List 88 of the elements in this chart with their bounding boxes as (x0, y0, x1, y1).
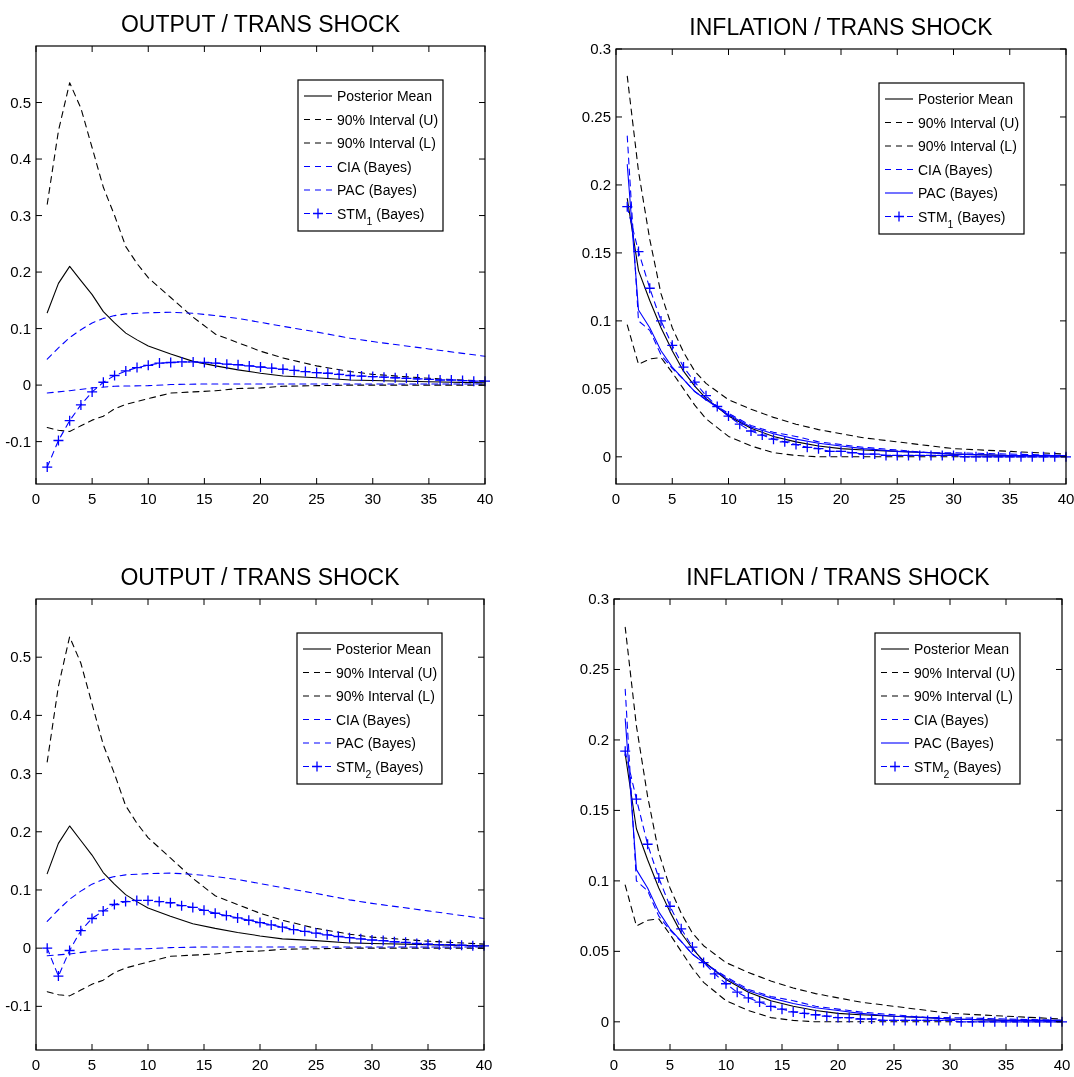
x-tick-label: 25 (885, 1056, 903, 1073)
legend-label: 90% Interval (L) (336, 688, 435, 704)
x-tick-label: 30 (945, 490, 962, 507)
x-tick-label: 40 (1057, 490, 1074, 507)
legend-label: CIA (Bayes) (336, 711, 411, 728)
x-tick-label: 35 (419, 1056, 437, 1073)
legend-label: Posterior Mean (336, 641, 431, 657)
legend-label: 90% Interval (L) (337, 135, 436, 151)
x-tick-label: 15 (773, 1056, 791, 1073)
y-tick-label: 0.2 (588, 730, 609, 748)
y-tick-label: 0.05 (581, 379, 611, 397)
y-tick-label: 0 (22, 376, 31, 394)
x-tick-label: 5 (668, 490, 677, 507)
legend-label: STM$_{2}$ (Bayes) (336, 758, 424, 780)
y-tick-label: 0.2 (10, 822, 31, 840)
x-tick-label: 30 (363, 1056, 381, 1073)
y-tick-label: 0 (600, 1012, 609, 1030)
legend-label: Posterior Mean (914, 641, 1009, 657)
x-tick-label: 35 (997, 1056, 1015, 1073)
x-tick-label: 10 (717, 1056, 735, 1073)
y-tick-label: 0.5 (10, 93, 31, 111)
legend-label: STM$_{1}$ (Bayes) (918, 208, 1006, 230)
x-tick-label: 20 (251, 1056, 269, 1073)
x-tick-label: 30 (364, 490, 382, 507)
y-tick-label: 0 (22, 939, 31, 957)
chart-title: INFLATION / TRANS SHOCK (686, 564, 991, 590)
legend-label: PAC (Bayes) (914, 735, 994, 751)
y-tick-label: 0.3 (590, 40, 611, 57)
x-tick-label: 10 (720, 490, 737, 507)
y-tick-label: 0.3 (588, 590, 609, 607)
y-tick-label: 0.15 (581, 243, 611, 261)
legend-label: PAC (Bayes) (918, 185, 998, 201)
y-tick-label: 0.25 (581, 107, 611, 125)
y-tick-label: 0.2 (10, 263, 31, 281)
y-tick-label: 0.3 (10, 764, 31, 782)
y-tick-label: -0.1 (5, 432, 31, 450)
x-tick-label: 10 (139, 490, 157, 507)
y-tick-label: 0.1 (10, 880, 31, 898)
x-tick-label: 25 (888, 490, 906, 507)
legend-label: Posterior Mean (337, 88, 432, 104)
x-tick-label: 30 (941, 1056, 959, 1073)
legend-label: PAC (Bayes) (336, 735, 416, 751)
y-tick-label: -0.1 (5, 997, 31, 1015)
x-tick-label: 20 (832, 490, 850, 507)
x-tick-label: 5 (665, 1056, 675, 1073)
x-tick-label: 25 (308, 490, 325, 507)
legend-label: 90% Interval (U) (336, 664, 438, 681)
x-tick-label: 40 (1053, 1056, 1071, 1073)
legend-label: 90% Interval (U) (918, 114, 1020, 131)
legend-label: CIA (Bayes) (914, 711, 989, 728)
y-tick-label: 0 (602, 447, 611, 465)
y-tick-label: 0.1 (590, 311, 611, 329)
y-tick-label: 0.5 (10, 648, 31, 666)
chart-title: OUTPUT / TRANS SHOCK (120, 564, 401, 590)
x-tick-label: 20 (829, 1056, 847, 1073)
x-tick-label: 15 (196, 490, 213, 507)
legend-label: 90% Interval (U) (337, 111, 439, 128)
y-tick-label: 0.1 (588, 871, 609, 889)
y-tick-label: 0.4 (10, 150, 31, 168)
y-tick-label: 0.2 (590, 175, 611, 193)
legend-label: 90% Interval (L) (918, 138, 1017, 154)
y-tick-label: 0.3 (10, 206, 31, 224)
x-tick-label: 20 (252, 490, 269, 507)
legend-label: STM$_{1}$ (Bayes) (337, 205, 425, 227)
legend-label: STM$_{2}$ (Bayes) (914, 758, 1002, 780)
x-tick-label: 15 (776, 490, 794, 507)
y-tick-label: 0.25 (579, 660, 609, 678)
legend-label: 90% Interval (L) (914, 688, 1013, 704)
x-tick-label: 35 (420, 490, 438, 507)
legend-label: PAC (Bayes) (337, 182, 417, 198)
x-tick-label: 40 (476, 490, 494, 507)
x-tick-label: 5 (87, 490, 97, 507)
x-tick-label: 35 (1001, 490, 1019, 507)
chart-title: OUTPUT / TRANS SHOCK (120, 11, 401, 37)
chart-title: INFLATION / TRANS SHOCK (689, 14, 994, 40)
legend-label: CIA (Bayes) (918, 161, 993, 178)
y-tick-label: 0.05 (579, 942, 609, 960)
legend-label: 90% Interval (U) (914, 664, 1016, 681)
x-tick-label: 25 (307, 1056, 325, 1073)
x-tick-label: 40 (475, 1056, 493, 1073)
legend-label: Posterior Mean (918, 91, 1013, 107)
x-tick-label: 15 (195, 1056, 213, 1073)
x-tick-label: 10 (139, 1056, 157, 1073)
legend-label: CIA (Bayes) (337, 158, 412, 175)
y-tick-label: 0.15 (579, 801, 609, 819)
y-tick-label: 0.1 (10, 319, 31, 337)
y-tick-label: 0.4 (10, 706, 31, 724)
x-tick-label: 5 (87, 1056, 97, 1073)
